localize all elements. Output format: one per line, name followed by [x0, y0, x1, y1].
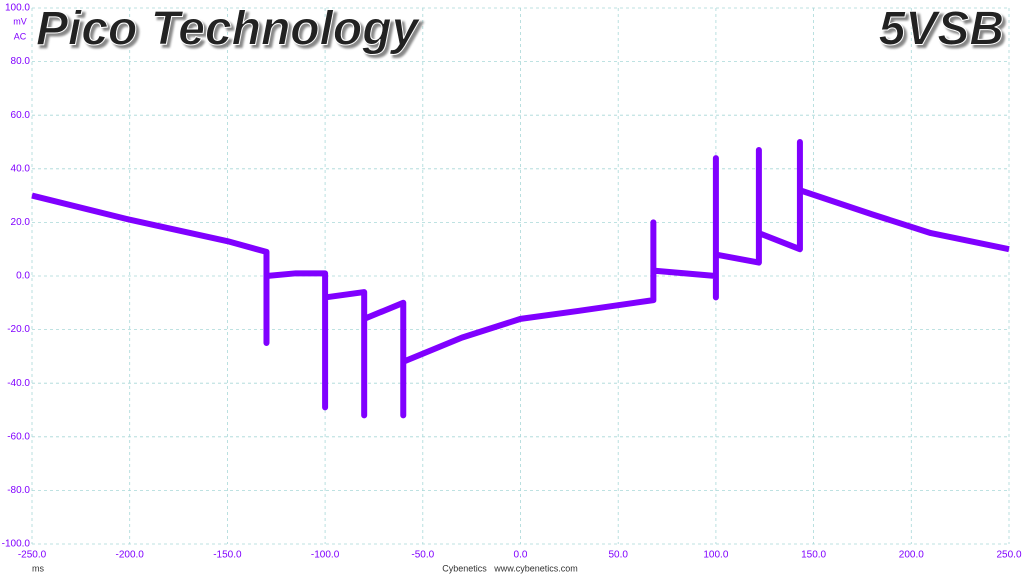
- footer: Cybenetics www.cybenetics.com: [442, 563, 578, 573]
- x-tick-label: -150.0: [213, 550, 242, 561]
- x-tick-label: 100.0: [703, 550, 728, 561]
- y-tick-label: 60.0: [11, 110, 31, 121]
- x-tick-label: 250.0: [996, 550, 1021, 561]
- x-tick-label: -200.0: [116, 550, 145, 561]
- y-unit: mV: [13, 16, 27, 26]
- x-tick-label: 50.0: [608, 550, 628, 561]
- y-tick-label: -100.0: [2, 539, 31, 550]
- x-tick-label: 0.0: [514, 550, 528, 561]
- y-tick-label: -80.0: [7, 485, 30, 496]
- coupling: AC: [14, 31, 27, 41]
- x-tick-label: 200.0: [899, 550, 924, 561]
- x-tick-label: -50.0: [411, 550, 434, 561]
- y-tick-label: 0.0: [16, 271, 30, 282]
- y-tick-label: 20.0: [11, 217, 31, 228]
- channel-label: 5VSB: [879, 3, 1004, 56]
- x-tick-label: -100.0: [311, 550, 340, 561]
- trace: [31, 139, 1010, 419]
- y-tick-label: 80.0: [11, 56, 31, 67]
- y-tick-label: -20.0: [7, 324, 30, 335]
- y-tick-label: -40.0: [7, 378, 30, 389]
- y-tick-label: 40.0: [11, 163, 31, 174]
- x-tick-label: -250.0: [18, 550, 47, 561]
- x-tick-label: 150.0: [801, 550, 826, 561]
- chart-title: Pico Technology: [36, 3, 421, 56]
- y-tick-label: -60.0: [7, 431, 30, 442]
- x-unit: ms: [32, 563, 44, 573]
- y-tick-label: 100.0: [5, 3, 30, 14]
